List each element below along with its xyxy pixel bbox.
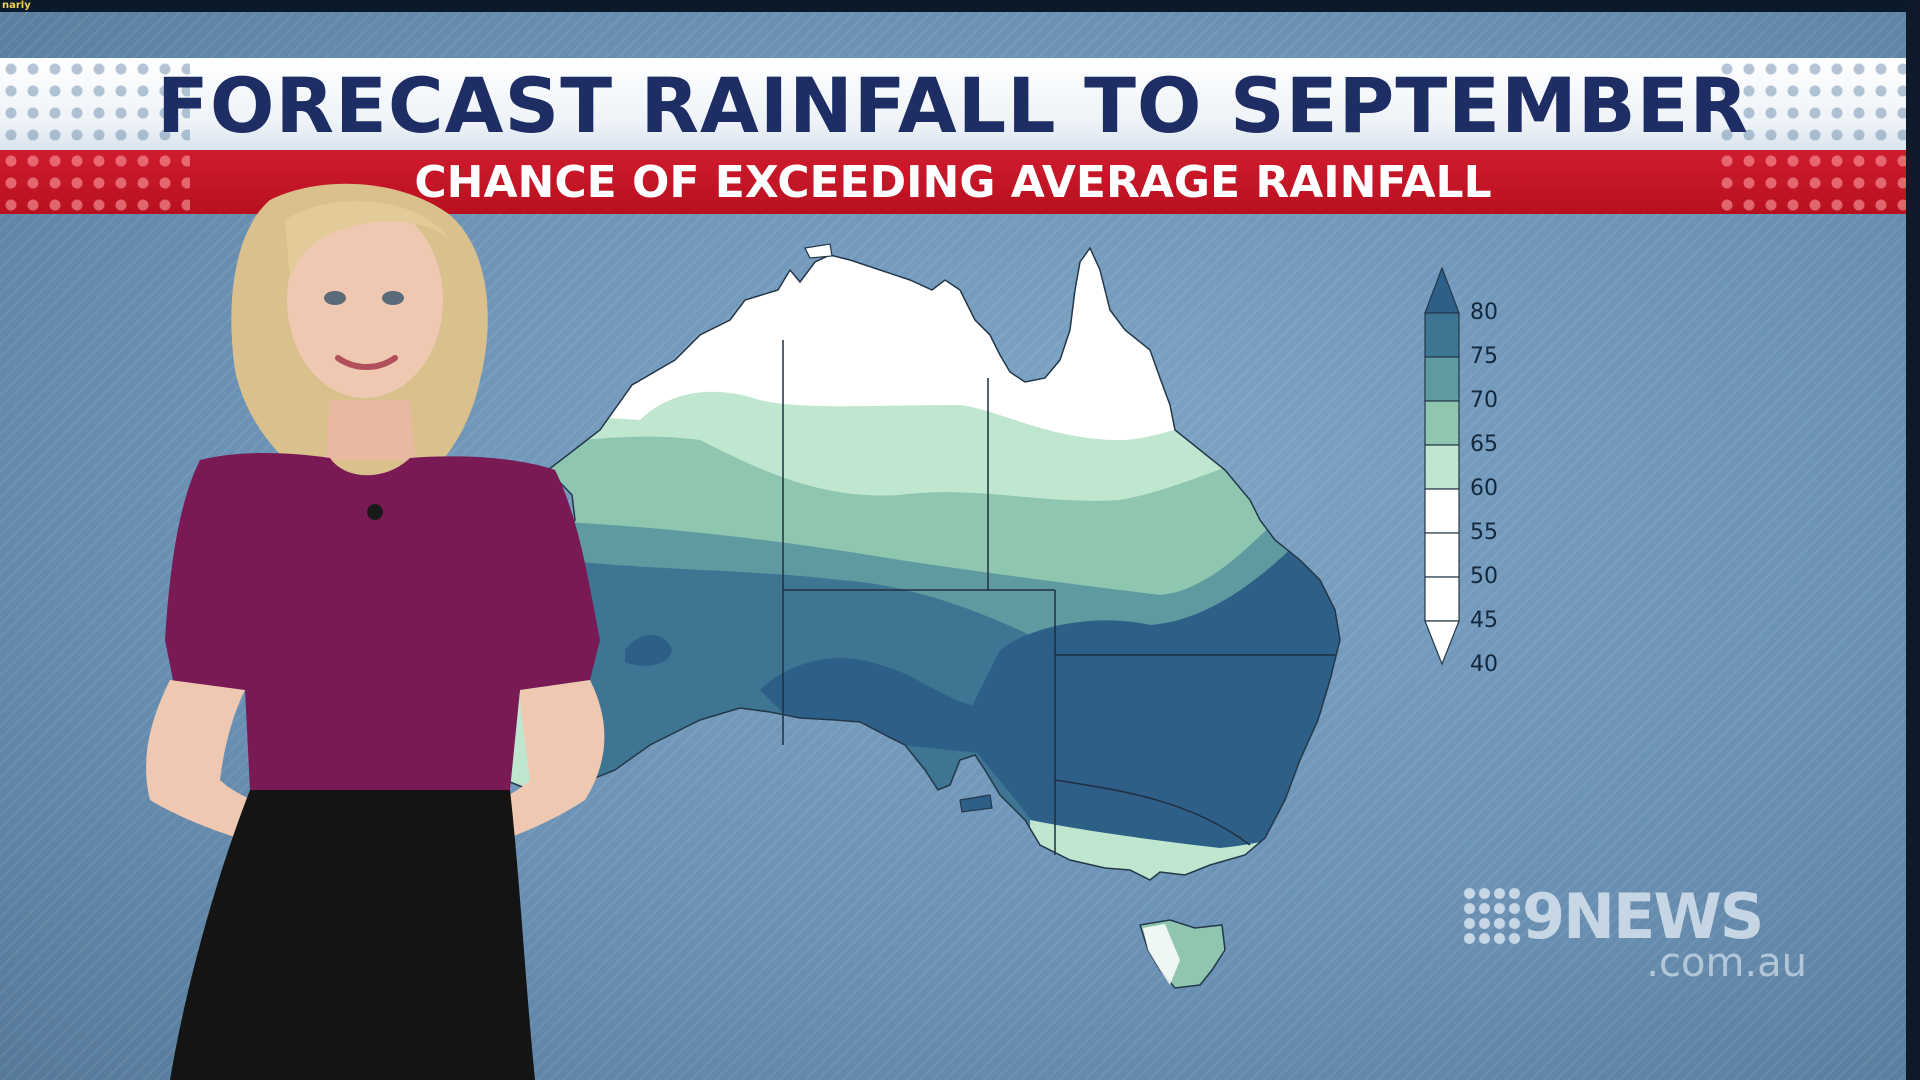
lapel-microphone [367, 504, 383, 520]
presenter-neck [325, 400, 415, 460]
banner-dot-pattern-right [1716, 58, 1906, 150]
presenter-eye-left [324, 291, 346, 305]
presenter-face [287, 202, 443, 398]
subtitle-dot-pattern-right [1716, 150, 1906, 214]
logo-domain: .com.au [1646, 940, 1807, 986]
graphic-subtitle: CHANCE OF EXCEEDING AVERAGE RAINFALL [414, 157, 1492, 208]
legend-label-65: 65 [1470, 432, 1498, 457]
presenter-fringe [285, 201, 450, 280]
legend-band-60-65 [1424, 444, 1460, 490]
legend-band-75-80 [1424, 312, 1460, 358]
legend-label-40: 40 [1470, 652, 1498, 677]
graphic-title: FORECAST RAINFALL TO SEPTEMBER [156, 61, 1750, 150]
logo-dot-mark [1462, 886, 1522, 946]
legend-band-70-75 [1424, 356, 1460, 402]
legend-label-70: 70 [1470, 388, 1498, 413]
title-banner: FORECAST RAINFALL TO SEPTEMBER [0, 58, 1906, 150]
right-frame-edge [1906, 0, 1920, 1080]
presenter-skirt [170, 790, 535, 1080]
presenter-arm-left [146, 680, 345, 860]
legend-label-45: 45 [1470, 608, 1498, 633]
legend-band-65-70 [1424, 400, 1460, 446]
legend-label-60: 60 [1470, 476, 1498, 501]
legend-label-75: 75 [1470, 344, 1498, 369]
island-kangaroo [959, 794, 993, 813]
subtitle-banner: CHANCE OF EXCEEDING AVERAGE RAINFALL [0, 150, 1906, 214]
island-tiwi [804, 243, 833, 259]
state-borders [782, 340, 1335, 855]
tasmania-light-zone [1143, 924, 1180, 985]
australia-coastline [489, 246, 1341, 881]
presenter-smile [335, 355, 398, 370]
broadcaster-logo: 9NEWS .com.au [1462, 880, 1807, 986]
legend-band-55-60 [1424, 488, 1460, 534]
presenter-eye-right [382, 291, 404, 305]
logo-wordmark: 9NEWS [1522, 880, 1764, 953]
legend-band-50-55 [1424, 532, 1460, 578]
legend-label-80: 80 [1470, 300, 1498, 325]
legend-arrow-bottom [1424, 620, 1460, 666]
legend-label-55: 55 [1470, 520, 1498, 545]
subtitle-dot-pattern-left [0, 150, 190, 214]
top-frame-strip [0, 0, 1920, 12]
legend-label-50: 50 [1470, 564, 1498, 589]
corner-tag: narly [2, 0, 31, 11]
presenter-dress-top [165, 453, 600, 790]
banner-dot-pattern-left [0, 58, 190, 150]
rainfall-legend: 80 75 70 65 60 55 50 45 40 [1424, 266, 1498, 677]
